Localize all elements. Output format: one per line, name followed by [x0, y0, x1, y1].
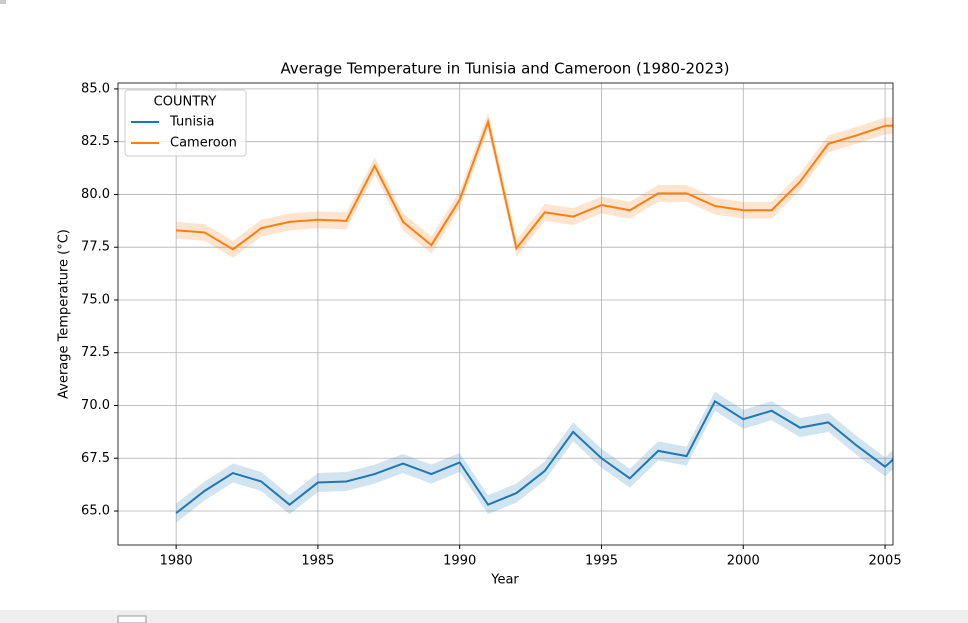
y-tick-label: 70.0 [81, 398, 110, 413]
confidence-band [176, 113, 893, 258]
y-tick-label: 77.5 [81, 240, 110, 255]
y-tick-label: 72.5 [81, 345, 110, 360]
y-tick-label: 75.0 [81, 292, 110, 307]
toolbar [0, 610, 968, 623]
x-tick-label: 2000 [727, 554, 760, 569]
y-tick-label: 85.0 [81, 81, 110, 96]
toolbar-input[interactable] [117, 615, 147, 623]
y-tick-label: 67.5 [81, 451, 110, 466]
x-tick-label: 1980 [160, 554, 193, 569]
plot-frame [117, 82, 894, 546]
x-axis-label: Year [490, 573, 519, 588]
legend-label: Cameroon [170, 136, 237, 151]
window-icon [0, 0, 6, 4]
x-tick-label: 1985 [301, 554, 334, 569]
legend-box [124, 89, 247, 157]
y-tick-label: 65.0 [81, 504, 110, 519]
y-tick-label: 82.5 [81, 134, 110, 149]
line [175, 399, 893, 514]
y-tick-label: 80.0 [81, 187, 110, 202]
legend-label: Tunisia [169, 115, 214, 130]
x-tick-label: 1990 [443, 554, 476, 569]
line [176, 118, 893, 251]
x-tick-label: 1995 [585, 554, 618, 569]
y-axis-label: Average Temperature (°C) [57, 229, 72, 399]
x-tick-label: 2005 [869, 554, 902, 569]
legend-title: COUNTRY [154, 95, 217, 110]
chart-title: Average Temperature in Tunisia and Camer… [280, 60, 729, 78]
